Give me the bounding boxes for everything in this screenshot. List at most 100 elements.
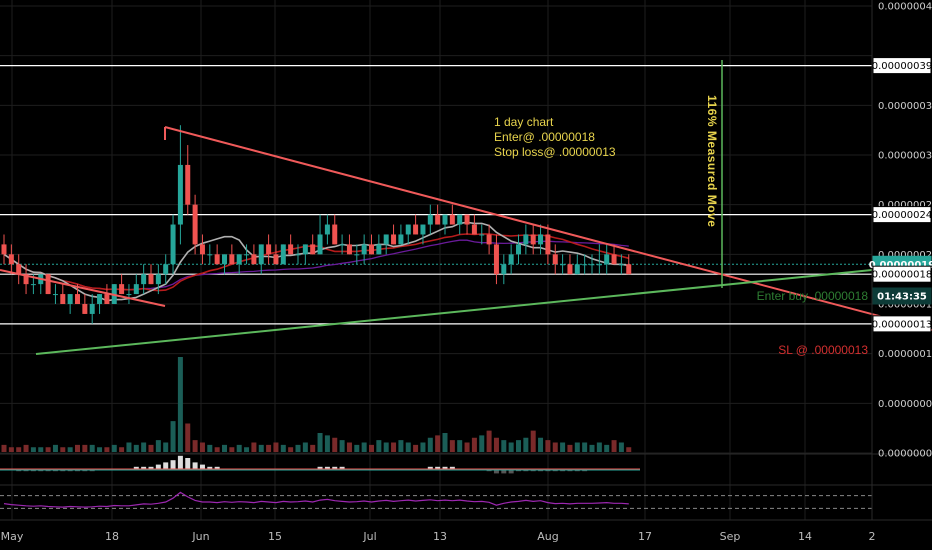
volume-bar	[324, 435, 330, 452]
price-tag-label: 0.00000024	[872, 210, 932, 221]
volume-bar	[185, 423, 191, 452]
macd-histogram-bar	[317, 466, 323, 469]
volume-bar	[560, 442, 566, 452]
price-tag-label: 01:43:35	[877, 292, 927, 303]
chart-note-line: Stop loss@ .00000013	[494, 145, 616, 159]
volume-bar	[199, 442, 205, 452]
price-tag-box[interactable]	[872, 206, 932, 224]
volume-bar	[126, 442, 132, 452]
volume-bar	[332, 437, 338, 452]
volume-bar	[435, 435, 441, 452]
candle-body	[236, 254, 242, 265]
price-tag-box[interactable]	[872, 57, 932, 75]
volume-bar	[611, 440, 617, 452]
time-axis-label: 15	[268, 530, 282, 543]
price-tag-box[interactable]	[872, 287, 932, 305]
candle-body	[141, 274, 147, 285]
volume-bar	[288, 447, 294, 452]
price-axis-label: 0.00000025	[878, 200, 932, 211]
candle-body	[493, 244, 499, 275]
time-axis-label: May	[1, 530, 24, 543]
candle-body	[618, 264, 624, 266]
resistance-trendline-left[interactable]	[0, 269, 166, 307]
volume-bar	[626, 447, 632, 452]
volume-bar	[493, 437, 499, 452]
volume-bar	[596, 442, 602, 452]
support-trendline[interactable]	[35, 269, 873, 355]
price-tag-box[interactable]	[872, 265, 932, 283]
candle-body	[60, 294, 66, 304]
volume-bar	[516, 440, 521, 452]
candle-body	[516, 244, 521, 255]
candle-body	[104, 294, 110, 304]
candle-body	[545, 234, 551, 255]
volume-bar	[317, 433, 323, 452]
volume-bar	[97, 447, 103, 452]
volume-bar	[1, 444, 7, 452]
candle-body	[449, 214, 455, 225]
volume-bar	[273, 442, 279, 452]
macd-histogram-bar	[163, 462, 169, 469]
volume-bar	[60, 447, 66, 452]
time-axis-label: 2	[869, 530, 876, 543]
candle-body	[376, 244, 382, 255]
candle-body	[302, 244, 308, 255]
candle-body	[567, 264, 573, 275]
price-tag-label: 0.00000019	[869, 260, 932, 271]
resistance-trendline[interactable]	[164, 126, 932, 331]
candle-body	[574, 264, 580, 275]
volume-bar	[75, 444, 80, 452]
candle-body	[391, 234, 397, 245]
time-axis-label: 17	[638, 530, 652, 543]
chart-note-line: Enter@ .00000018	[494, 130, 595, 144]
candle-body	[30, 284, 36, 286]
time-axis-label: Aug	[537, 530, 558, 543]
candle-body	[89, 304, 95, 314]
candle-body	[163, 264, 169, 275]
candle-body	[523, 234, 529, 245]
candle-body	[611, 254, 617, 265]
candle-body	[317, 234, 323, 255]
volume-bar	[567, 444, 573, 452]
volume-bar	[405, 442, 411, 452]
price-tag-box[interactable]	[872, 315, 932, 333]
chart-note-line: 1 day chart	[494, 115, 554, 129]
macd-histogram-bar	[133, 466, 139, 469]
volume-bar	[545, 440, 551, 452]
macd-histogram-bar	[508, 469, 514, 474]
candle-body	[75, 294, 80, 304]
price-tag-label: 0.00000018	[872, 270, 932, 281]
volume-bar	[501, 440, 507, 452]
macd-histogram-bar	[185, 458, 191, 469]
volume-bar	[67, 447, 73, 452]
volume-bar	[141, 442, 147, 452]
volume-bar	[420, 442, 426, 452]
candle-body	[288, 244, 294, 255]
volume-bar	[346, 442, 352, 452]
volume-bar	[214, 447, 220, 452]
stop-loss-label: SL @ .00000013	[778, 343, 868, 357]
candle-body	[1, 244, 7, 255]
volume-bar	[251, 442, 257, 452]
candle-body	[192, 204, 198, 245]
candle-body	[177, 164, 183, 225]
candle-body	[457, 214, 463, 225]
candle-body	[251, 254, 257, 265]
volume-bar	[508, 442, 514, 452]
volume-bar	[310, 444, 316, 452]
macd-histogram-bar	[207, 466, 213, 469]
volume-bar	[302, 442, 308, 452]
volume-bar	[471, 437, 477, 452]
volume-bar	[207, 444, 213, 452]
price-tag-label: 0.00000039	[872, 61, 932, 72]
candle-body	[530, 234, 536, 245]
candle-body	[310, 244, 316, 255]
candle-body	[413, 224, 419, 235]
price-axis-label: 0.00000045	[878, 2, 932, 13]
candle-body	[214, 254, 220, 265]
volume-bar	[295, 444, 301, 452]
candle-body	[398, 234, 404, 245]
volume-bar	[236, 444, 242, 452]
